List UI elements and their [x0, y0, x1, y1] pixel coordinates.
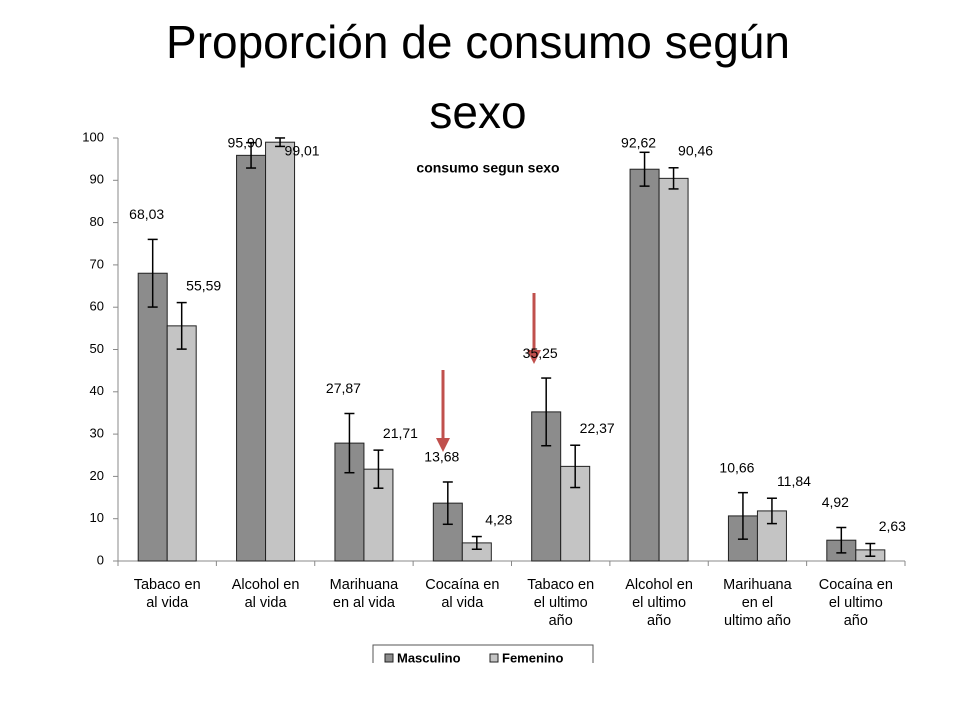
error-bar: [147, 238, 158, 308]
value-label: 4,92: [822, 494, 849, 510]
y-tick-label: 70: [90, 256, 104, 271]
value-label: 10,66: [719, 459, 754, 475]
error-bar: [737, 491, 748, 540]
y-tick-label: 90: [90, 172, 104, 187]
value-label: 2,63: [879, 518, 906, 534]
y-tick-label: 100: [82, 129, 104, 144]
slide-title: Proporción de consumo según sexo: [166, 16, 790, 138]
value-label: 4,28: [485, 511, 512, 527]
chart-title: consumo segun sexo: [416, 160, 559, 176]
value-label: 22,37: [580, 420, 615, 436]
x-tick-label: Cocaína en al vida: [425, 577, 499, 611]
arrow-head: [527, 350, 541, 364]
value-label: 68,03: [129, 206, 164, 222]
value-label: 92,62: [621, 135, 656, 151]
bar: [137, 272, 168, 562]
error-bar: [668, 167, 679, 190]
slide-title-text: Proporción de consumo según sexo: [166, 16, 790, 138]
y-tick-label: 80: [90, 214, 104, 229]
error-bar: [373, 449, 384, 489]
y-tick-label: 40: [90, 383, 104, 398]
value-label: 99,01: [285, 143, 320, 159]
value-label: 13,68: [424, 449, 459, 465]
error-bar: [570, 444, 581, 489]
error-bar: [541, 377, 552, 447]
legend-label: Masculino: [397, 650, 461, 665]
x-tick-label: Cocaína en el ultimo año: [819, 577, 893, 629]
value-label: 11,84: [777, 473, 811, 489]
value-label: 35,25: [523, 345, 558, 361]
value-label: 55,59: [186, 277, 221, 293]
legend-clip: [360, 663, 620, 720]
y-tick-label: 60: [90, 299, 104, 314]
bar: [265, 141, 296, 562]
y-tick-label: 0: [97, 552, 104, 567]
error-bar: [836, 526, 847, 554]
value-label: 21,71: [383, 425, 418, 441]
y-tick-label: 50: [90, 341, 104, 356]
x-tick-label: Tabaco en al vida: [134, 577, 201, 611]
y-tick-label: 10: [90, 510, 104, 525]
error-bar: [865, 542, 876, 557]
error-bar: [344, 412, 355, 474]
legend-label: Femenino: [502, 650, 563, 665]
error-bar: [246, 141, 257, 169]
value-label: 27,87: [326, 380, 361, 396]
y-tick-label: 20: [90, 468, 104, 483]
y-tick-label: 30: [90, 426, 104, 441]
x-tick-label: Alcohol en al vida: [232, 577, 300, 611]
x-tick-label: Marihuana en el ultimo año: [723, 577, 792, 629]
legend-swatch: [384, 653, 394, 663]
bar: [166, 325, 197, 562]
error-bar: [471, 535, 482, 550]
value-label: 90,46: [678, 143, 713, 159]
arrows: [436, 293, 541, 452]
legend-swatch: [489, 653, 499, 663]
arrow-head: [436, 438, 450, 452]
x-tick-label: Marihuana en al vida: [330, 577, 399, 611]
bar: [658, 177, 689, 562]
error-bar: [639, 151, 650, 187]
error-bar: [275, 137, 286, 148]
bar: [236, 154, 267, 562]
value-label: 95,90: [228, 135, 263, 151]
bar: [629, 168, 660, 562]
error-bar: [176, 301, 187, 350]
error-bar: [766, 497, 777, 525]
x-tick-label: Alcohol en el ultimo año: [625, 577, 693, 629]
error-bar: [442, 481, 453, 526]
x-tick-label: Tabaco en el ultimo año: [527, 577, 594, 629]
